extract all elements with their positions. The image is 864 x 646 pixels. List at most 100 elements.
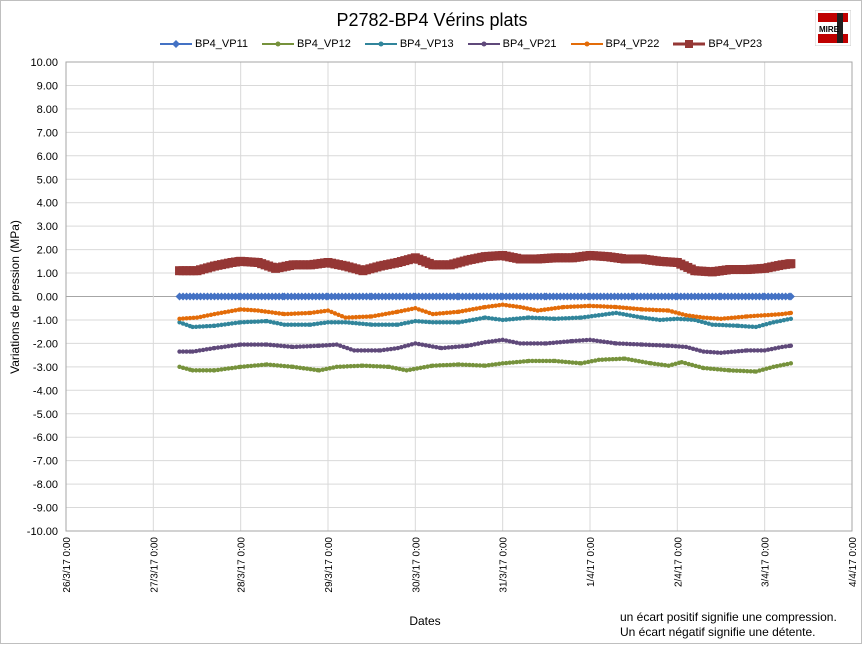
data-point	[760, 367, 766, 372]
data-point	[738, 368, 743, 374]
data-point	[755, 348, 760, 353]
data-point	[327, 366, 332, 371]
data-point	[222, 310, 228, 315]
series-BP4_VP23	[175, 250, 796, 277]
data-point	[563, 316, 568, 321]
data-point	[212, 345, 217, 351]
data-point	[788, 343, 794, 348]
y-tick-label: -10.00	[27, 526, 58, 538]
data-point	[650, 342, 656, 348]
data-point	[510, 316, 516, 322]
data-point	[378, 348, 383, 353]
y-axis-label: Variations de pression (MPa)	[8, 220, 22, 374]
data-point	[701, 349, 706, 354]
data-point	[197, 324, 202, 329]
data-point	[650, 316, 656, 322]
data-point	[215, 367, 221, 373]
data-point	[711, 350, 717, 355]
data-point	[362, 348, 367, 353]
note-line-1: un écart positif signifie une compressio…	[620, 610, 837, 624]
data-point	[652, 361, 657, 367]
data-point	[745, 368, 750, 374]
data-point	[741, 368, 746, 374]
data-point	[341, 344, 346, 350]
data-point	[701, 315, 706, 320]
data-point	[565, 339, 570, 344]
data-point	[276, 311, 282, 316]
data-point	[441, 363, 446, 368]
data-point	[331, 365, 336, 370]
data-point	[601, 339, 607, 344]
data-point	[456, 320, 462, 325]
series-BP4_VP22	[177, 302, 794, 321]
data-point	[193, 348, 199, 354]
data-point	[308, 310, 313, 316]
data-point	[786, 292, 795, 301]
data-point	[248, 363, 254, 369]
data-point	[718, 316, 724, 321]
data-point	[654, 307, 659, 313]
data-point	[524, 341, 530, 346]
x-tick-label: 4/4/17 0:00	[848, 537, 859, 587]
data-point	[496, 302, 502, 308]
data-point	[325, 308, 331, 313]
data-point	[353, 321, 359, 326]
data-point	[661, 317, 666, 322]
data-point	[687, 345, 692, 351]
data-point	[582, 314, 587, 320]
data-point	[241, 364, 247, 369]
data-point	[441, 320, 446, 325]
y-tick-label: -5.00	[33, 409, 58, 421]
data-point	[661, 343, 666, 348]
data-point	[451, 362, 456, 367]
data-point	[624, 312, 629, 317]
data-point	[489, 362, 495, 367]
data-point	[743, 324, 748, 329]
data-point	[779, 311, 785, 317]
data-point	[407, 367, 413, 372]
data-point	[229, 365, 235, 371]
data-point	[669, 362, 675, 367]
data-point	[364, 363, 369, 369]
data-point	[297, 365, 303, 370]
data-point	[500, 361, 505, 366]
data-point	[385, 347, 390, 352]
data-point	[483, 304, 488, 310]
data-point	[444, 362, 449, 368]
data-point	[570, 315, 575, 321]
data-point	[311, 321, 317, 327]
data-point	[367, 363, 373, 369]
data-point	[383, 311, 388, 317]
data-point	[456, 362, 462, 367]
data-point	[294, 344, 299, 349]
data-point	[395, 309, 401, 314]
data-point	[219, 322, 224, 328]
data-point	[617, 341, 622, 346]
chart-title: P2782-BP4 Vérins plats	[336, 10, 528, 30]
data-point	[372, 313, 378, 319]
data-point	[470, 307, 476, 312]
data-point	[774, 319, 780, 324]
data-point	[269, 310, 275, 315]
data-point	[601, 304, 607, 309]
data-point	[679, 359, 684, 365]
data-point	[682, 317, 687, 322]
data-point	[205, 313, 210, 318]
data-point	[764, 366, 769, 371]
data-point	[245, 319, 250, 325]
data-point	[725, 315, 731, 321]
data-point	[530, 358, 535, 364]
data-point	[336, 320, 341, 325]
data-point	[547, 316, 553, 321]
data-point	[566, 315, 572, 321]
data-point	[372, 322, 378, 327]
data-point	[694, 347, 699, 352]
data-point	[451, 310, 456, 315]
data-point	[686, 361, 691, 367]
data-point	[399, 321, 404, 327]
data-point	[669, 309, 675, 314]
data-point	[177, 349, 182, 354]
data-point	[437, 311, 442, 316]
data-point	[566, 360, 572, 365]
data-point	[528, 341, 533, 346]
